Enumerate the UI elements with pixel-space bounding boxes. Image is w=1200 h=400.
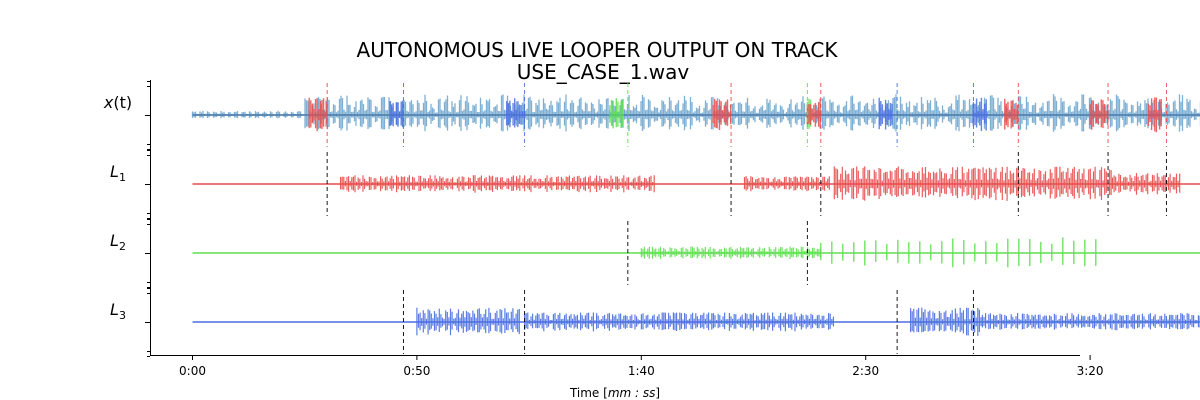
row-label-L3: L3 — [110, 300, 126, 322]
x-axis-label-math: mm : ss — [608, 386, 656, 400]
input-overlay-7 — [878, 97, 893, 130]
input-overlay-11 — [1147, 97, 1162, 133]
loop-L2-segment-1 — [820, 237, 1097, 268]
row-label-sub-L1: 1 — [119, 171, 126, 184]
loop-L3-segment-2 — [910, 307, 982, 336]
input-overlay-4 — [712, 98, 732, 130]
input-overlay-3 — [609, 98, 624, 129]
row-label-main-L3: L — [110, 300, 119, 319]
input-overlay-2 — [506, 98, 525, 128]
row-L1: L1 — [110, 150, 1200, 219]
x-tick-label-1: 0:50 — [403, 364, 430, 378]
chart-title-line1: AUTONOMOUS LIVE LOOPER OUTPUT ON TRACK — [357, 38, 839, 62]
axes-layer — [150, 80, 1080, 356]
input-waveform — [191, 94, 1200, 132]
x-tick-label-0: 0:00 — [179, 364, 206, 378]
row-L2: L2 — [110, 219, 1200, 288]
x-tick-label-3: 2:30 — [852, 364, 879, 378]
x-axis-label-prefix: Time [ — [569, 386, 608, 400]
x-axis-label: Time [mm : ss] — [569, 386, 660, 400]
loop-L1-segment-3 — [1111, 173, 1181, 195]
input-overlay-9 — [1004, 98, 1019, 130]
loop-L1-segment-1 — [743, 176, 830, 192]
row-label-x: x(t) — [103, 93, 132, 112]
row-label-paren-x: (t) — [113, 93, 132, 112]
input-overlay-1 — [389, 101, 404, 128]
row-label-main-L1: L — [110, 162, 119, 181]
x-tick-label-2: 1:40 — [628, 364, 655, 378]
x-tick-label-4: 3:20 — [1077, 364, 1104, 378]
row-label-sub-L2: 2 — [119, 240, 126, 253]
loop-L1-segment-2 — [833, 166, 1112, 201]
input-overlay-0 — [308, 97, 328, 132]
row-label-main-x: x — [103, 93, 114, 112]
loop-L3-segment-0 — [416, 307, 520, 336]
x-ticks: 0:00 0:50 1:40 2:30 3:20 — [179, 355, 1104, 378]
row-L3: L3 — [110, 288, 1200, 357]
loop-L3-segment-3 — [981, 313, 1200, 331]
loop-L2-segment-0 — [640, 246, 822, 259]
x-axis-label-suffix: ] — [655, 386, 660, 400]
row-label-L1: L1 — [110, 162, 126, 184]
row-label-sub-L3: 3 — [119, 309, 126, 322]
input-overlay-10 — [1089, 99, 1109, 130]
row-label-main-L2: L — [110, 231, 119, 250]
loop-L1-segment-0 — [340, 175, 655, 193]
row-label-L2: L2 — [110, 231, 126, 253]
chart-title-line2: USE_CASE_1.wav — [517, 60, 690, 84]
row-x: x(t) — [103, 81, 1200, 150]
